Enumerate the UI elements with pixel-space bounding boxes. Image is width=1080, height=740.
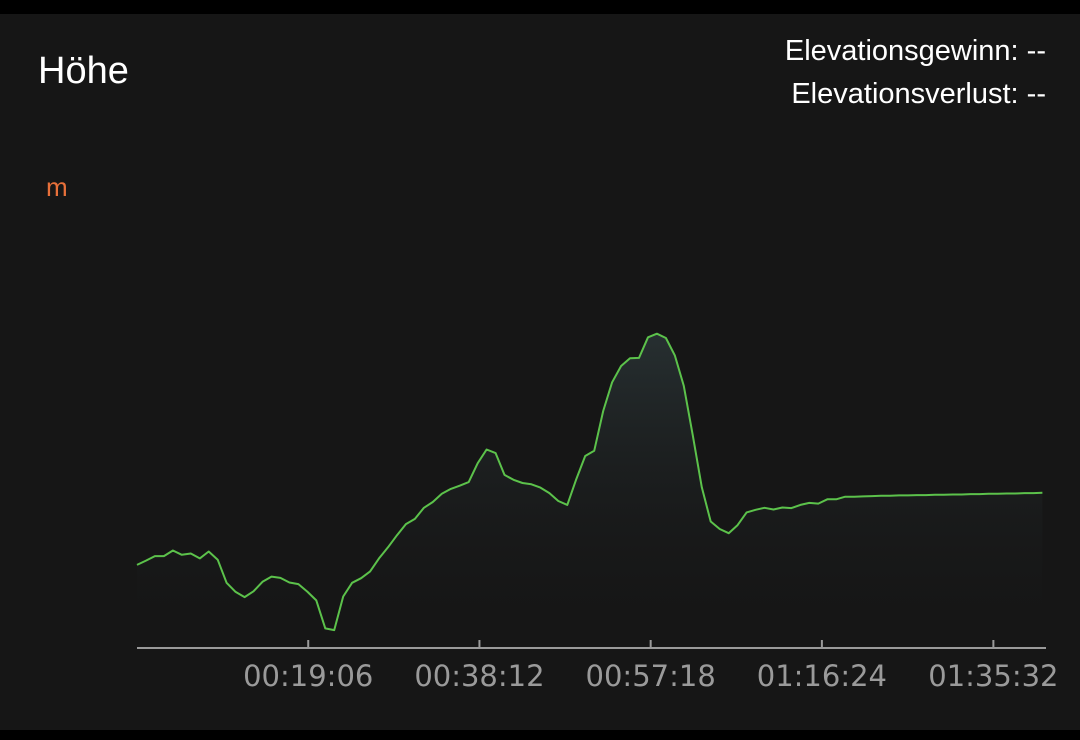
y-axis-unit-label: m xyxy=(46,172,68,202)
x-axis-tick-label: 01:16:24 xyxy=(757,659,887,693)
x-axis-tick-label: 00:57:18 xyxy=(586,659,716,693)
x-axis-tick-label: 00:38:12 xyxy=(414,659,544,693)
elevation-gain-label: Elevationsgewinn: -- xyxy=(784,35,1046,67)
elevation-line xyxy=(136,332,1043,632)
page-title: Höhe xyxy=(38,50,129,92)
x-axis-tick-label: 01:35:32 xyxy=(928,659,1058,693)
elevation-loss-label: Elevationsverlust: -- xyxy=(791,78,1046,110)
x-axis-tick-label: 00:19:06 xyxy=(243,659,373,693)
elevation-stats: Elevationsgewinn: -- Elevationsverlust: … xyxy=(785,30,1046,116)
elevation-area-fill xyxy=(137,333,1043,648)
